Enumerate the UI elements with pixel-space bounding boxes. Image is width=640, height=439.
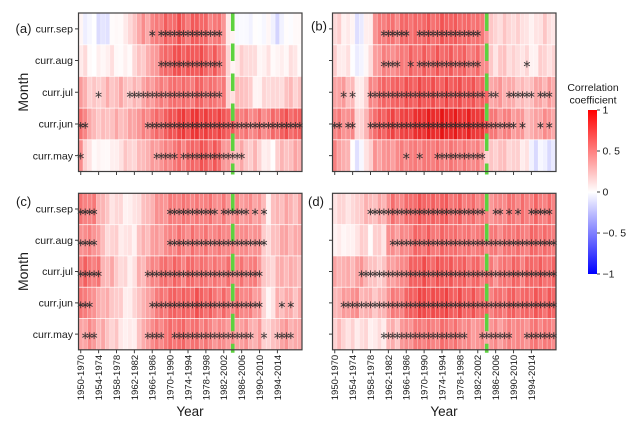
svg-text:1970-1990: 1970-1990: [420, 355, 431, 400]
svg-text:Correlation: Correlation: [567, 82, 619, 94]
svg-text:1954-1974: 1954-1974: [94, 355, 105, 400]
svg-text:1986-2006: 1986-2006: [237, 355, 248, 400]
svg-text:1962-1982: 1962-1982: [384, 355, 395, 400]
svg-text:−1: −1: [603, 269, 615, 281]
svg-text:curr.sep: curr.sep: [36, 23, 74, 35]
svg-text:1: 1: [603, 105, 609, 117]
svg-text:curr.may: curr.may: [33, 329, 74, 341]
svg-text:curr.sep: curr.sep: [36, 204, 74, 216]
svg-text:curr.aug: curr.aug: [35, 235, 73, 247]
svg-text:0. 5: 0. 5: [603, 146, 621, 158]
svg-text:Month: Month: [15, 73, 31, 112]
svg-text:1994-2014: 1994-2014: [273, 355, 284, 400]
svg-text:coefficient: coefficient: [569, 95, 616, 107]
svg-text:curr.jun: curr.jun: [39, 297, 74, 309]
svg-text:1966-1986: 1966-1986: [148, 355, 159, 400]
svg-text:1990-2010: 1990-2010: [255, 355, 266, 400]
svg-text:(a): (a): [16, 21, 32, 36]
svg-text:(b): (b): [311, 19, 327, 34]
svg-text:1950-1970: 1950-1970: [330, 355, 341, 400]
svg-text:(c): (c): [16, 194, 31, 209]
svg-text:curr.aug: curr.aug: [35, 55, 73, 67]
svg-text:Year: Year: [176, 404, 204, 419]
svg-text:curr.may: curr.may: [33, 150, 74, 162]
svg-text:1962-1982: 1962-1982: [130, 355, 141, 400]
svg-text:1982-2002: 1982-2002: [219, 355, 230, 400]
svg-text:1978-1998: 1978-1998: [455, 355, 466, 400]
svg-text:1982-2002: 1982-2002: [473, 355, 484, 400]
svg-text:1994-2014: 1994-2014: [527, 355, 538, 400]
svg-text:1954-1974: 1954-1974: [348, 355, 359, 400]
svg-text:1958-1978: 1958-1978: [366, 355, 377, 400]
svg-text:1970-1990: 1970-1990: [166, 355, 177, 400]
svg-text:1986-2006: 1986-2006: [491, 355, 502, 400]
svg-text:0: 0: [603, 187, 609, 199]
svg-text:curr.jun: curr.jun: [39, 119, 74, 131]
svg-text:Month: Month: [15, 252, 31, 291]
svg-text:1974-1994: 1974-1994: [183, 355, 194, 400]
svg-text:−0. 5: −0. 5: [603, 228, 627, 240]
svg-text:1950-1970: 1950-1970: [76, 355, 87, 400]
svg-text:1958-1978: 1958-1978: [112, 355, 123, 400]
svg-text:curr.jul: curr.jul: [42, 266, 73, 278]
svg-text:(d): (d): [308, 194, 324, 209]
svg-text:1978-1998: 1978-1998: [201, 355, 212, 400]
svg-text:curr.jul: curr.jul: [42, 87, 73, 99]
svg-text:Year: Year: [430, 404, 458, 419]
svg-text:1966-1986: 1966-1986: [402, 355, 413, 400]
svg-text:1974-1994: 1974-1994: [437, 355, 448, 400]
svg-text:1990-2010: 1990-2010: [509, 355, 520, 400]
